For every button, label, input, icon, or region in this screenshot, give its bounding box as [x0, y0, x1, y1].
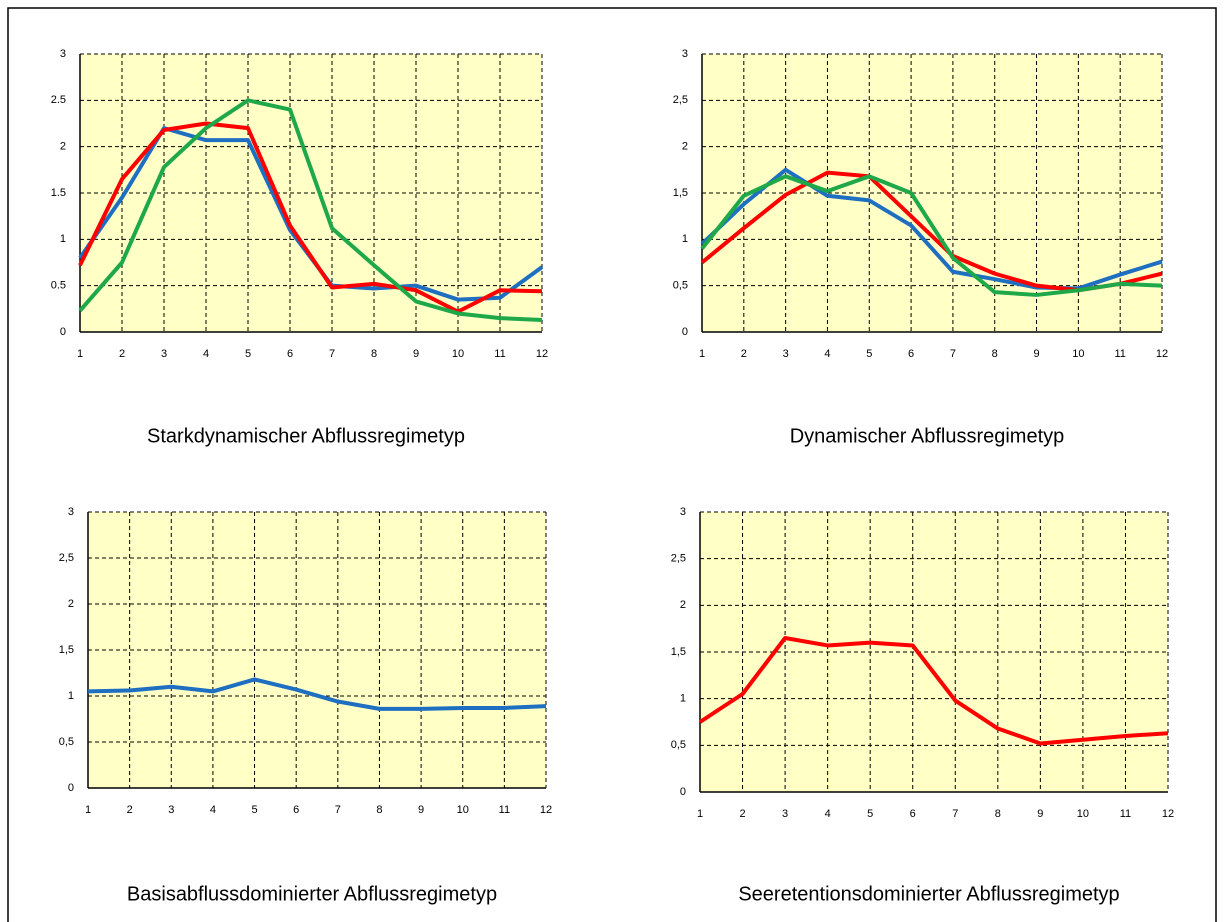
- y-tick-label: 2,5: [673, 94, 688, 106]
- x-tick-label: 6: [293, 804, 299, 816]
- y-tick-label: 0,5: [59, 736, 74, 748]
- chart-title: Seeretentionsdominierter Abflussregimety…: [738, 883, 1119, 905]
- x-tick-label: 2: [127, 804, 133, 816]
- y-tick-label: 1: [682, 233, 688, 245]
- x-tick-label: 7: [950, 348, 956, 360]
- y-tick-label: 3: [682, 48, 688, 60]
- x-tick-label: 7: [329, 348, 335, 360]
- chart-title: Dynamischer Abflussregimetyp: [790, 425, 1065, 447]
- x-tick-label: 3: [161, 348, 167, 360]
- x-tick-label: 1: [85, 804, 91, 816]
- x-tick-label: 8: [376, 804, 382, 816]
- y-tick-label: 2,5: [59, 552, 74, 564]
- y-tick-label: 1,5: [671, 646, 686, 658]
- y-tick-label: 1.5: [51, 187, 66, 199]
- x-tick-label: 10: [457, 804, 469, 816]
- x-tick-label: 4: [825, 808, 831, 820]
- y-tick-label: 2: [682, 141, 688, 153]
- x-tick-label: 11: [499, 804, 510, 816]
- frame: [7, 7, 1217, 922]
- y-tick-label: 0: [682, 326, 688, 338]
- x-tick-label: 4: [203, 348, 209, 360]
- y-tick-label: 0: [680, 786, 686, 798]
- y-tick-label: 3: [680, 506, 686, 518]
- x-tick-label: 7: [952, 808, 958, 820]
- y-tick-label: 2: [68, 598, 74, 610]
- y-tick-label: 0,5: [671, 739, 686, 751]
- y-tick-label: 1,5: [59, 644, 74, 656]
- x-tick-label: 12: [540, 804, 552, 816]
- x-tick-label: 12: [1162, 808, 1174, 820]
- x-tick-label: 9: [1037, 808, 1043, 820]
- x-tick-label: 11: [494, 348, 505, 360]
- x-tick-label: 2: [739, 808, 745, 820]
- x-tick-label: 11: [1114, 348, 1125, 360]
- y-tick-label: 3: [68, 506, 74, 518]
- x-tick-label: 8: [371, 348, 377, 360]
- x-tick-label: 5: [867, 808, 873, 820]
- x-tick-label: 9: [1033, 348, 1039, 360]
- x-tick-label: 4: [210, 804, 216, 816]
- x-tick-label: 10: [1072, 348, 1084, 360]
- x-tick-label: 5: [245, 348, 251, 360]
- y-tick-label: 0: [60, 326, 66, 338]
- y-tick-label: 0: [68, 782, 74, 794]
- data-line: [78, 121, 543, 314]
- x-tick-label: 1: [77, 348, 83, 360]
- y-tick-label: 3: [60, 48, 66, 60]
- x-tick-label: 3: [168, 804, 174, 816]
- x-tick-label: 1: [697, 808, 703, 820]
- x-tick-label: 2: [119, 348, 125, 360]
- y-tick-label: 1: [68, 690, 74, 702]
- y-tick-label: 2,5: [671, 553, 686, 565]
- x-tick-label: 11: [1120, 808, 1131, 820]
- x-tick-label: 6: [908, 348, 914, 360]
- chart-title: Basisabflussdominierter Abflussregimetyp: [127, 883, 497, 905]
- y-tick-label: 1: [680, 693, 686, 705]
- x-tick-label: 9: [413, 348, 419, 360]
- plot-area: [702, 54, 1162, 332]
- x-tick-label: 12: [1156, 348, 1168, 360]
- x-tick-label: 9: [418, 804, 424, 816]
- plot-area: [88, 512, 546, 788]
- y-tick-label: 2.5: [51, 94, 66, 106]
- x-tick-label: 1: [699, 348, 705, 360]
- x-tick-label: 6: [287, 348, 293, 360]
- x-tick-label: 6: [910, 808, 916, 820]
- x-tick-label: 8: [992, 348, 998, 360]
- y-tick-label: 0,5: [673, 280, 688, 292]
- chart-title: Starkdynamischer Abflussregimetyp: [147, 425, 465, 447]
- data-line: [700, 174, 1163, 297]
- data-line: [700, 167, 1163, 291]
- x-tick-label: 3: [782, 808, 788, 820]
- x-tick-label: 8: [995, 808, 1001, 820]
- y-tick-label: 1,5: [673, 187, 688, 199]
- x-tick-label: 10: [1077, 808, 1089, 820]
- x-tick-label: 3: [783, 348, 789, 360]
- x-tick-label: 10: [452, 348, 464, 360]
- data-line: [78, 98, 543, 322]
- data-line: [87, 677, 547, 711]
- x-tick-label: 5: [251, 804, 257, 816]
- y-tick-label: 2: [60, 141, 66, 153]
- data-line: [698, 636, 1169, 746]
- x-tick-label: 12: [536, 348, 548, 360]
- y-tick-label: 2: [680, 599, 686, 611]
- x-tick-label: 5: [866, 348, 872, 360]
- x-tick-label: 4: [824, 348, 830, 360]
- x-tick-label: 7: [335, 804, 341, 816]
- x-tick-label: 2: [741, 348, 747, 360]
- y-tick-label: 1: [60, 233, 66, 245]
- y-tick-label: 0.5: [51, 280, 66, 292]
